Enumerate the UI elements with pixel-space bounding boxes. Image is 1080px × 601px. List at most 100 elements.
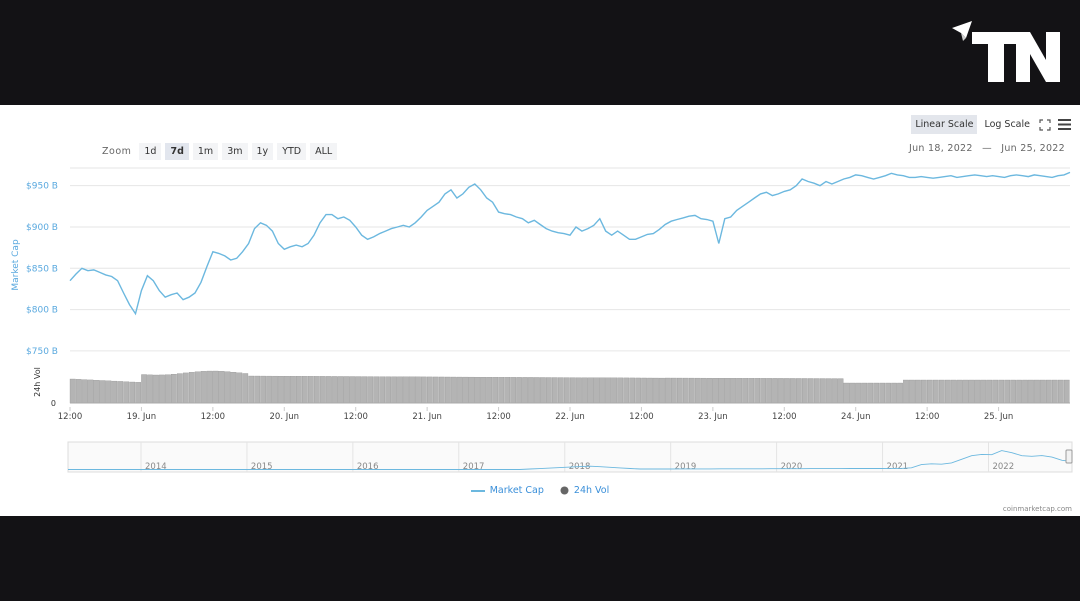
vol-bar[interactable] xyxy=(760,378,766,404)
market-cap-point[interactable] xyxy=(384,229,387,232)
vol-bar[interactable] xyxy=(938,379,945,404)
market-cap-point[interactable] xyxy=(872,177,875,180)
vol-bar[interactable] xyxy=(605,377,612,404)
vol-bar[interactable] xyxy=(897,382,903,404)
market-cap-point[interactable] xyxy=(473,182,476,185)
market-cap-point[interactable] xyxy=(622,234,625,237)
vol-bar[interactable] xyxy=(123,381,130,404)
market-cap-point[interactable] xyxy=(818,184,821,187)
vol-bar[interactable] xyxy=(837,378,844,404)
market-cap-point[interactable] xyxy=(812,182,815,185)
market-cap-point[interactable] xyxy=(1056,174,1059,177)
vol-bar[interactable] xyxy=(444,376,451,404)
vol-bar[interactable] xyxy=(194,371,201,404)
market-cap-point[interactable] xyxy=(961,175,964,178)
vol-bar[interactable] xyxy=(867,382,874,404)
vol-bar[interactable] xyxy=(81,379,88,404)
market-cap-point[interactable] xyxy=(783,190,786,193)
market-cap-point[interactable] xyxy=(283,248,286,251)
market-cap-point[interactable] xyxy=(247,242,250,245)
vol-bar[interactable] xyxy=(992,379,999,404)
market-cap-point[interactable] xyxy=(908,176,911,179)
vol-bar[interactable] xyxy=(284,376,290,404)
market-cap-point[interactable] xyxy=(348,219,351,222)
vol-bar[interactable] xyxy=(153,374,159,404)
market-cap-point[interactable] xyxy=(562,232,565,235)
market-cap-point[interactable] xyxy=(533,219,536,222)
market-cap-point[interactable] xyxy=(640,235,643,238)
vol-bar[interactable] xyxy=(111,380,118,404)
vol-bar[interactable] xyxy=(1022,379,1028,404)
market-cap-point[interactable] xyxy=(253,227,256,230)
vol-bar[interactable] xyxy=(450,376,457,404)
vol-bar[interactable] xyxy=(290,376,296,404)
market-cap-point[interactable] xyxy=(301,245,304,248)
market-cap-point[interactable] xyxy=(681,216,684,219)
vol-bar[interactable] xyxy=(980,379,987,404)
market-cap-point[interactable] xyxy=(598,217,601,220)
market-cap-point[interactable] xyxy=(289,245,292,248)
market-cap-point[interactable] xyxy=(390,227,393,230)
market-cap-point[interactable] xyxy=(806,180,809,183)
vol-bar[interactable] xyxy=(617,377,624,404)
market-cap-point[interactable] xyxy=(652,232,655,235)
market-cap-point[interactable] xyxy=(122,291,125,294)
market-cap-chart[interactable]: $950 B $900 B $850 B $800 B $750 B Market Cap… xyxy=(0,105,1080,516)
vol-bar[interactable] xyxy=(426,376,433,404)
legend-24h-vol[interactable]: 24h Vol xyxy=(560,485,609,496)
vol-bar[interactable] xyxy=(171,374,177,404)
vol-bar[interactable] xyxy=(498,377,505,404)
vol-bar[interactable] xyxy=(129,381,136,404)
vol-bar[interactable] xyxy=(796,378,802,404)
market-cap-point[interactable] xyxy=(312,234,315,237)
vol-bar[interactable] xyxy=(182,372,189,404)
market-cap-point[interactable] xyxy=(789,188,792,191)
market-cap-point[interactable] xyxy=(545,227,548,230)
vol-bar[interactable] xyxy=(891,382,897,404)
vol-bar[interactable] xyxy=(361,376,368,404)
vol-bar[interactable] xyxy=(748,378,755,404)
zoom-ytd-button[interactable]: YTD xyxy=(277,143,307,160)
vol-bar[interactable] xyxy=(962,379,969,404)
market-cap-point[interactable] xyxy=(140,289,143,292)
market-cap-point[interactable] xyxy=(634,238,637,241)
vol-bar[interactable] xyxy=(730,378,737,404)
vol-bar[interactable] xyxy=(1057,379,1064,404)
vol-bar[interactable] xyxy=(557,377,564,404)
market-cap-point[interactable] xyxy=(193,291,196,294)
vol-bar[interactable] xyxy=(421,376,427,404)
market-cap-point[interactable] xyxy=(366,238,369,241)
vol-bar[interactable] xyxy=(593,377,600,404)
market-cap-point[interactable] xyxy=(170,293,173,296)
vol-bar[interactable] xyxy=(540,377,546,404)
vol-bar[interactable] xyxy=(778,378,784,404)
vol-bar[interactable] xyxy=(248,375,255,404)
vol-bar[interactable] xyxy=(766,378,772,404)
market-cap-point[interactable] xyxy=(378,232,381,235)
market-cap-point[interactable] xyxy=(997,175,1000,178)
vol-bar[interactable] xyxy=(825,378,832,404)
market-cap-point[interactable] xyxy=(580,229,583,232)
vol-bar[interactable] xyxy=(313,376,320,404)
market-cap-point[interactable] xyxy=(765,191,768,194)
vol-bar[interactable] xyxy=(1004,379,1011,404)
vol-bar[interactable] xyxy=(456,376,463,404)
market-cap-point[interactable] xyxy=(723,217,726,220)
market-cap-point[interactable] xyxy=(1062,173,1065,176)
market-cap-line[interactable] xyxy=(69,171,1071,316)
date-to[interactable]: Jun 25, 2022 xyxy=(1001,143,1065,154)
linear-scale-button[interactable]: Linear Scale xyxy=(911,115,978,134)
vol-bar[interactable] xyxy=(409,376,415,404)
vol-bar[interactable] xyxy=(1028,379,1034,404)
vol-bar[interactable] xyxy=(772,378,778,404)
market-cap-point[interactable] xyxy=(235,257,238,260)
market-cap-point[interactable] xyxy=(842,177,845,180)
vol-bar[interactable] xyxy=(492,377,499,404)
vol-bar[interactable] xyxy=(926,379,933,404)
market-cap-point[interactable] xyxy=(741,205,744,208)
log-scale-button[interactable]: Log Scale xyxy=(980,115,1034,134)
vol-bar[interactable] xyxy=(712,378,719,404)
vol-bar[interactable] xyxy=(903,379,909,404)
market-cap-point[interactable] xyxy=(449,188,452,191)
market-cap-point[interactable] xyxy=(878,176,881,179)
